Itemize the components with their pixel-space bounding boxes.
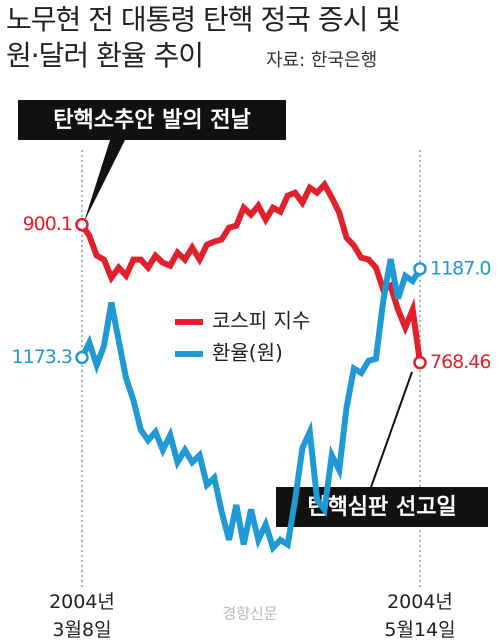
end-marker [75, 217, 89, 232]
annotation-pointer [84, 140, 125, 222]
value-label: 1187.0 [430, 257, 490, 279]
end-marker [75, 350, 89, 365]
value-label: 768.46 [430, 351, 490, 373]
annotation-pointer [369, 371, 413, 491]
end-marker [413, 355, 427, 370]
chart-title: 노무현 전 대통령 탄핵 정국 증시 및 원·달러 환율 추이 [6, 3, 401, 72]
legend-label: 환율(원) [212, 341, 283, 365]
series-line [79, 258, 423, 554]
annotation: 탄핵심판 선고일 [307, 495, 456, 520]
value-label: 1173.3 [12, 346, 72, 368]
credit: 경향신문 [222, 605, 277, 623]
x-tick-label: 2004년 3월8일 [49, 591, 115, 641]
source: 자료: 한국은행 [266, 50, 378, 71]
series-line [79, 179, 423, 364]
value-label: 900.1 [23, 213, 72, 235]
annotation-box [276, 487, 488, 527]
end-marker [413, 262, 427, 276]
x-tick-label: 2004년 5월14일 [384, 591, 456, 641]
legend-label: 코스피 지수 [212, 309, 310, 333]
annotation-box [18, 100, 286, 140]
annotation: 탄핵소추안 발의 전날 [53, 108, 250, 133]
